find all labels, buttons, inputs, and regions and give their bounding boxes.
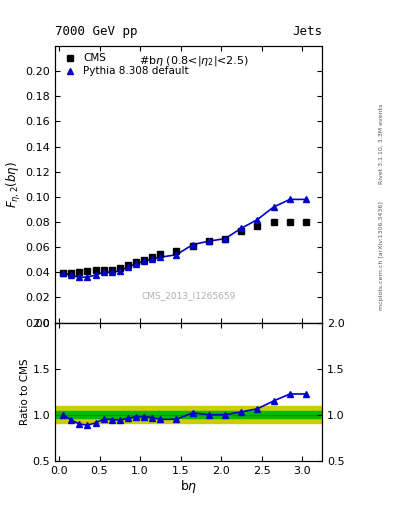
CMS: [174, 248, 179, 254]
CMS: [304, 219, 309, 225]
CMS: [239, 228, 244, 234]
CMS: [158, 250, 163, 257]
Pythia 8.308 default: [255, 217, 260, 223]
Pythia 8.308 default: [190, 242, 195, 248]
Y-axis label: Ratio to CMS: Ratio to CMS: [20, 358, 29, 425]
Pythia 8.308 default: [288, 196, 292, 202]
Legend: CMS, Pythia 8.308 default: CMS, Pythia 8.308 default: [60, 51, 191, 78]
CMS: [134, 260, 138, 266]
CMS: [223, 236, 228, 242]
CMS: [93, 267, 98, 273]
Pythia 8.308 default: [69, 272, 73, 279]
Bar: [55, 411, 322, 418]
Pythia 8.308 default: [85, 274, 90, 280]
Pythia 8.308 default: [304, 196, 309, 202]
Pythia 8.308 default: [101, 269, 106, 275]
Text: mcplots.cern.ch [arXiv:1306.3436]: mcplots.cern.ch [arXiv:1306.3436]: [379, 202, 384, 310]
CMS: [271, 219, 276, 225]
CMS: [150, 254, 154, 260]
Text: Jets: Jets: [292, 26, 322, 38]
CMS: [190, 243, 195, 249]
Pythia 8.308 default: [150, 256, 154, 262]
Bar: [55, 407, 322, 423]
Pythia 8.308 default: [93, 272, 98, 278]
Line: Pythia 8.308 default: Pythia 8.308 default: [60, 196, 309, 281]
CMS: [207, 238, 211, 244]
CMS: [255, 223, 260, 229]
Pythia 8.308 default: [142, 258, 147, 264]
Y-axis label: $F_{\eta,2}(b\eta)$: $F_{\eta,2}(b\eta)$: [5, 161, 23, 208]
CMS: [118, 264, 122, 270]
Pythia 8.308 default: [61, 269, 66, 275]
Pythia 8.308 default: [239, 225, 244, 231]
Pythia 8.308 default: [271, 204, 276, 210]
Pythia 8.308 default: [134, 261, 138, 267]
Pythia 8.308 default: [207, 238, 211, 244]
Line: CMS: CMS: [60, 219, 309, 275]
CMS: [101, 267, 106, 273]
CMS: [142, 257, 147, 263]
Pythia 8.308 default: [174, 251, 179, 258]
Text: Rivet 3.1.10, 3.3M events: Rivet 3.1.10, 3.3M events: [379, 103, 384, 183]
CMS: [69, 269, 73, 275]
Pythia 8.308 default: [109, 269, 114, 275]
X-axis label: b$\eta$: b$\eta$: [180, 478, 197, 496]
Text: 7000 GeV pp: 7000 GeV pp: [55, 26, 138, 38]
Pythia 8.308 default: [77, 274, 82, 281]
Pythia 8.308 default: [223, 236, 228, 242]
CMS: [288, 219, 292, 225]
CMS: [125, 262, 130, 268]
CMS: [109, 266, 114, 272]
CMS: [61, 269, 66, 275]
Pythia 8.308 default: [158, 254, 163, 260]
Text: CMS_2013_I1265659: CMS_2013_I1265659: [141, 291, 236, 301]
CMS: [77, 269, 82, 275]
Pythia 8.308 default: [125, 264, 130, 270]
Pythia 8.308 default: [118, 268, 122, 274]
Text: #b$\eta$ (0.8<|$\eta_2$|<2.5): #b$\eta$ (0.8<|$\eta_2$|<2.5): [139, 54, 249, 69]
CMS: [85, 268, 90, 274]
